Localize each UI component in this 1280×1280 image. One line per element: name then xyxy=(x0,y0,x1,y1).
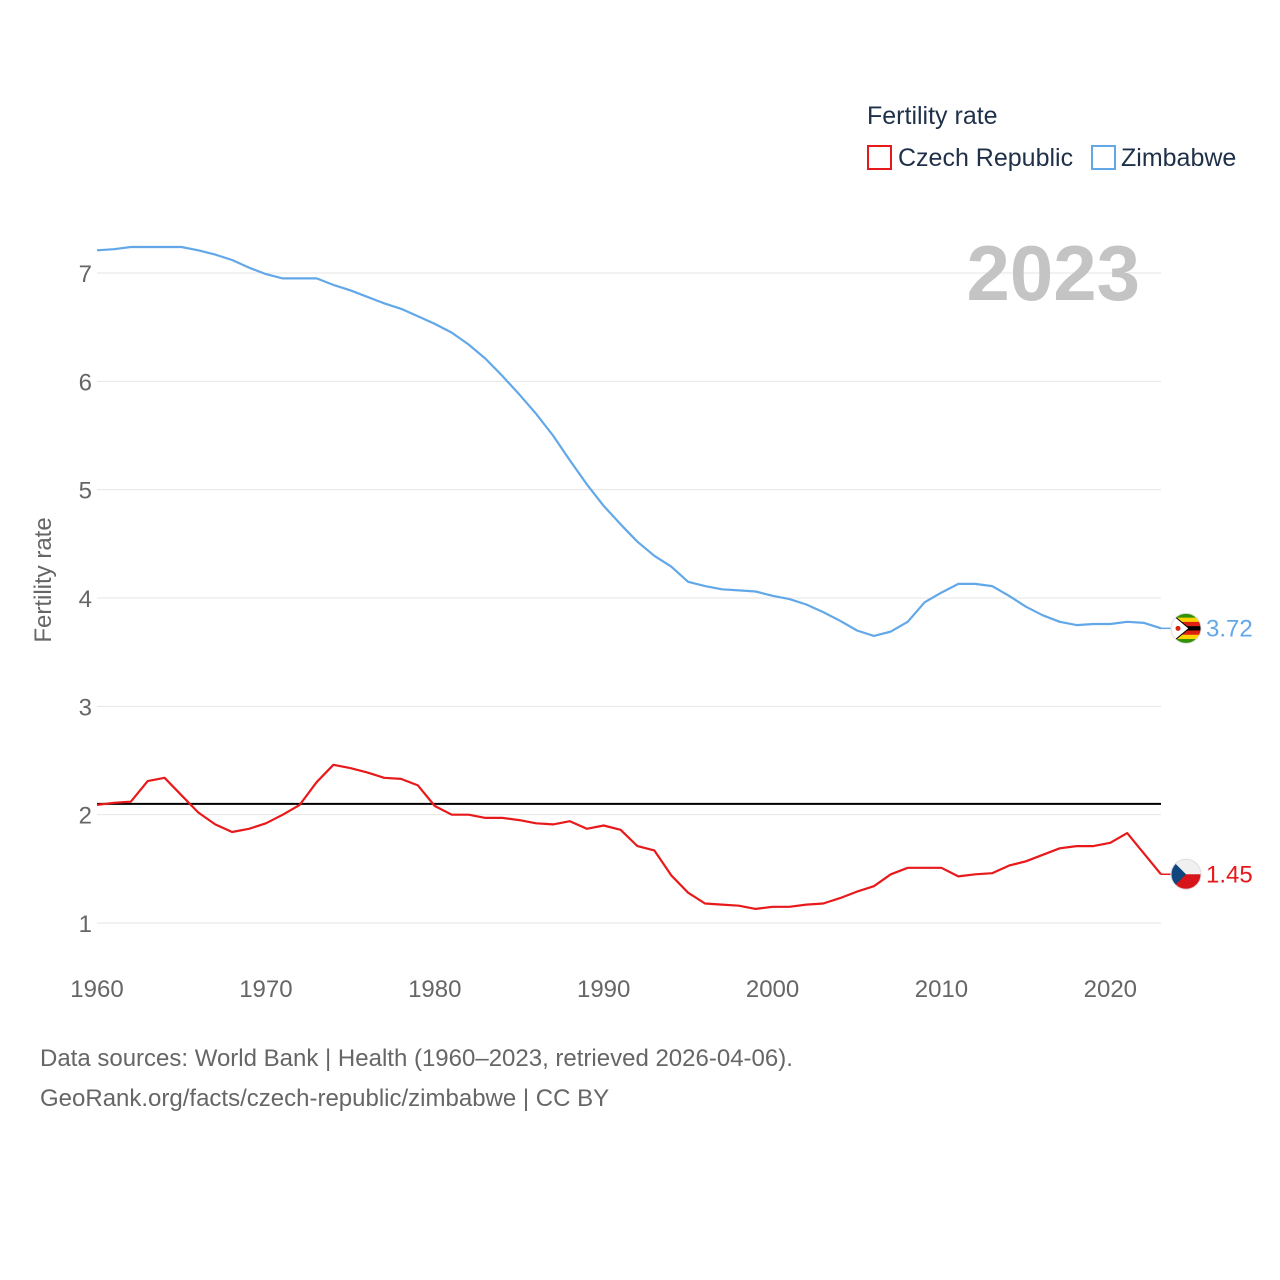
x-axis-ticks: 1960 1970 1980 1990 2000 2010 2020 xyxy=(70,976,1137,1003)
legend-swatch-czech-republic xyxy=(867,145,892,170)
x-tick-2000: 2000 xyxy=(746,976,799,1003)
fertility-rate-chart: 1 2 3 4 5 6 7 1960 1970 1980 1990 2000 2010 2020 Fer… xyxy=(30,102,1253,1003)
y-tick-7: 7 xyxy=(79,261,92,288)
legend-item-zimbabwe[interactable]: Zimbabwe xyxy=(1091,144,1236,172)
x-tick-1970: 1970 xyxy=(239,976,292,1003)
legend-swatch-zimbabwe xyxy=(1091,145,1116,170)
y-tick-1: 1 xyxy=(79,911,92,938)
y-axis-ticks: 1 2 3 4 5 6 7 xyxy=(79,261,92,938)
legend-item-czech-republic[interactable]: Czech Republic xyxy=(867,144,1073,172)
y-tick-3: 3 xyxy=(79,694,92,721)
flag-czech-republic-icon xyxy=(1170,858,1202,890)
x-tick-1960: 1960 xyxy=(70,976,123,1003)
legend-label-zimbabwe: Zimbabwe xyxy=(1121,144,1236,172)
y-axis-title: Fertility rate xyxy=(30,517,57,642)
series-lines xyxy=(96,245,1162,911)
series-line-zimbabwe xyxy=(96,245,1162,638)
source-line-1: Data sources: World Bank | Health (1960–… xyxy=(40,1045,793,1072)
y-tick-5: 5 xyxy=(79,478,92,505)
x-tick-1990: 1990 xyxy=(577,976,630,1003)
y-tick-4: 4 xyxy=(79,586,92,613)
legend[interactable]: Fertility rate Czech Republic Zimbabwe xyxy=(867,102,1236,172)
x-tick-1980: 1980 xyxy=(408,976,461,1003)
flag-zimbabwe-icon xyxy=(1170,612,1202,644)
end-markers: 1.45 3.72 xyxy=(1161,612,1253,890)
grid-lines xyxy=(97,272,1161,924)
y-tick-2: 2 xyxy=(79,803,92,830)
legend-title: Fertility rate xyxy=(867,102,998,130)
end-label-zimbabwe: 3.72 xyxy=(1206,615,1253,642)
x-tick-2010: 2010 xyxy=(915,976,968,1003)
year-label: 2023 xyxy=(966,229,1140,317)
end-label-czech-republic: 1.45 xyxy=(1206,861,1253,888)
source-line-2: GeoRank.org/facts/czech-republic/zimbabw… xyxy=(40,1085,610,1112)
y-tick-6: 6 xyxy=(79,369,92,396)
legend-label-czech-republic: Czech Republic xyxy=(898,144,1073,172)
series-line-czech-republic xyxy=(96,763,1162,911)
x-tick-2020: 2020 xyxy=(1084,976,1137,1003)
